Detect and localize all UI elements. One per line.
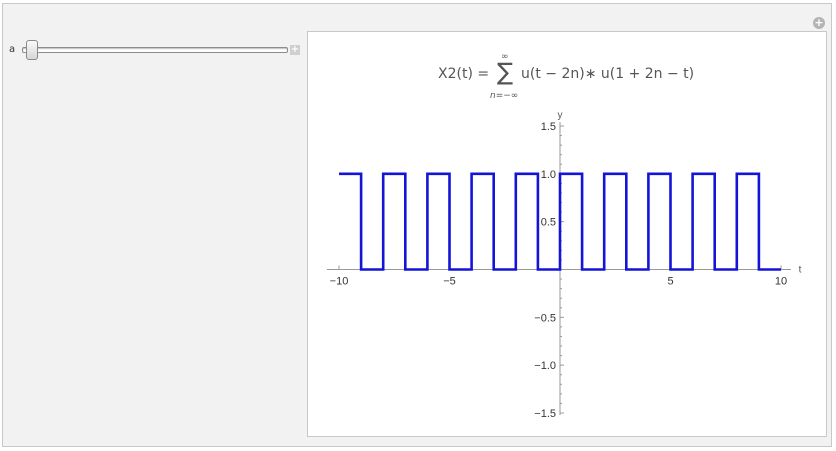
y-tick-label: −1.5 — [534, 408, 556, 420]
y-tick-label: 1.0 — [541, 169, 556, 181]
slider-thumb[interactable] — [26, 40, 38, 60]
sum-symbol: ∑ — [497, 58, 514, 86]
formula-lower-limit: n=−∞ — [490, 91, 519, 101]
y-tick-label: 0.5 — [541, 217, 556, 229]
x-tick-label: 5 — [667, 276, 673, 288]
x-tick-label: −10 — [330, 276, 349, 288]
x-tick-label: 10 — [775, 276, 787, 288]
formula-upper-limit: ∞ — [501, 52, 509, 62]
slider-label: a — [9, 44, 16, 55]
formula: X2(t) = ∞ ∑ n=−∞ u(t − 2n)∗ u(1 + 2n − t… — [308, 32, 828, 107]
output-panel: X2(t) = ∞ ∑ n=−∞ u(t − 2n)∗ u(1 + 2n − t… — [307, 31, 827, 437]
plus-circle-icon[interactable]: + — [813, 16, 825, 29]
plot-area: −10 −5 5 10 1.5 1.0 0.5 −0.5 −1.0 −1.5 t y — [327, 110, 802, 420]
x-axis-label: t — [799, 265, 802, 276]
slider-plus-icon[interactable]: + — [290, 44, 300, 55]
y-axis-label: y — [558, 110, 563, 121]
y-tick-label: −1.0 — [534, 360, 556, 372]
formula-lhs: X2(t) = — [438, 66, 490, 82]
series-line — [339, 172, 781, 271]
x-tick-label: −5 — [443, 276, 456, 288]
formula-rhs: u(t − 2n)∗ u(1 + 2n − t) — [521, 66, 695, 82]
y-tick-label: −0.5 — [534, 312, 556, 324]
y-tick-label: 1.5 — [541, 121, 556, 133]
slider-track[interactable] — [22, 47, 288, 53]
